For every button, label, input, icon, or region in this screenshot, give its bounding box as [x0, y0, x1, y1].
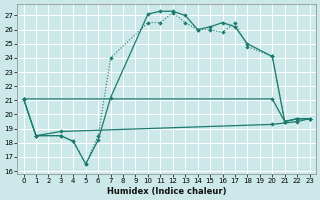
X-axis label: Humidex (Indice chaleur): Humidex (Indice chaleur) [107, 187, 226, 196]
